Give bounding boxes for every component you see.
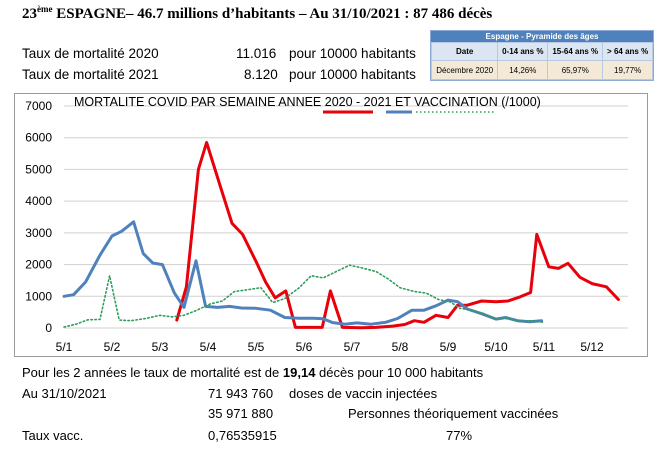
mortality-2021-label: Taux de mortalité 2021 — [22, 67, 159, 82]
title-text: ESPAGNE– 46.7 millions d’habitants – Au … — [52, 6, 493, 22]
footer-date: Au 31/10/2021 — [22, 386, 107, 401]
footer-doses-label: doses de vaccin injectées — [289, 386, 438, 401]
x-tick-label: 5/12 — [580, 340, 604, 354]
x-tick-label: 5/2 — [104, 340, 121, 354]
footer-summary-rate: 19,14 — [282, 365, 316, 380]
pyramid-cell-date: Décembre 2020 — [430, 60, 499, 80]
y-tick-label: 0 — [45, 321, 52, 335]
x-tick-label: 5/11 — [533, 340, 556, 354]
age-pyramid-table: Espagne - Pyramide des âges Date 0-14 an… — [430, 30, 654, 81]
x-tick-label: 5/1 — [56, 340, 73, 354]
x-tick-label: 5/8 — [392, 340, 409, 354]
mortality-2020-value: 11.016 — [236, 46, 277, 61]
mortality-2020-unit: pour 10000 habitants — [289, 46, 416, 61]
footer-rate-pct: 77% — [446, 428, 473, 443]
y-tick-label: 3000 — [25, 226, 52, 240]
footer-summary: Pour les 2 années le taux de mortalité e… — [22, 365, 483, 380]
series-line-0 — [175, 141, 620, 330]
series-line-1 — [62, 220, 544, 326]
pyramid-cell-15-64: 65,97% — [547, 60, 604, 80]
x-tick-label: 5/3 — [152, 340, 169, 354]
title-rank: 23 — [22, 6, 37, 22]
mortality-2020-label: Taux de mortalité 2020 — [22, 46, 159, 61]
chart-title: MORTALITE COVID PAR SEMAINE ANNEE 2020 -… — [74, 95, 541, 109]
footer-summary-post: décès pour 10 000 habitants — [315, 365, 484, 380]
y-tick-label: 4000 — [25, 194, 52, 208]
x-tick-label: 5/6 — [296, 340, 313, 354]
age-pyramid-title: Espagne - Pyramide des âges — [431, 31, 653, 42]
footer-summary-pre: Pour les 2 années le taux de mortalité e… — [22, 365, 283, 380]
y-tick-label: 1000 — [25, 289, 52, 303]
x-tick-label: 5/10 — [484, 340, 508, 354]
pyramid-col-64-plus: > 64 ans % — [602, 42, 653, 61]
footer-persons: 35 971 880 — [208, 406, 274, 421]
pyramid-col-15-64: 15-64 ans % — [547, 42, 604, 61]
x-tick-label: 5/4 — [200, 340, 217, 354]
footer-rate-label: Taux vacc. — [22, 428, 84, 443]
pyramid-cell-0-14: 14,26% — [497, 60, 549, 80]
chart-frame — [14, 93, 648, 357]
mortality-2021-unit: pour 10000 habitants — [289, 67, 416, 82]
mortality-2021-value: 8.120 — [244, 67, 278, 82]
footer-persons-label: Personnes théoriquement vaccinées — [348, 406, 559, 421]
x-tick-label: 5/5 — [248, 340, 265, 354]
y-tick-label: 7000 — [25, 99, 52, 113]
pyramid-cell-64-plus: 19,77% — [602, 60, 653, 80]
title-rank-suffix: ème — [37, 4, 53, 14]
y-tick-label: 5000 — [25, 162, 52, 176]
x-tick-label: 5/7 — [344, 340, 361, 354]
footer-doses: 71 943 760 — [208, 386, 274, 401]
series-line-2 — [63, 264, 545, 328]
x-tick-label: 5/9 — [440, 340, 457, 354]
footer-rate-value: 0,76535915 — [208, 428, 277, 443]
y-tick-label: 6000 — [25, 131, 52, 145]
page-title: 23ème ESPAGNE– 46.7 millions d’habitants… — [22, 4, 492, 23]
y-tick-label: 2000 — [25, 258, 52, 272]
